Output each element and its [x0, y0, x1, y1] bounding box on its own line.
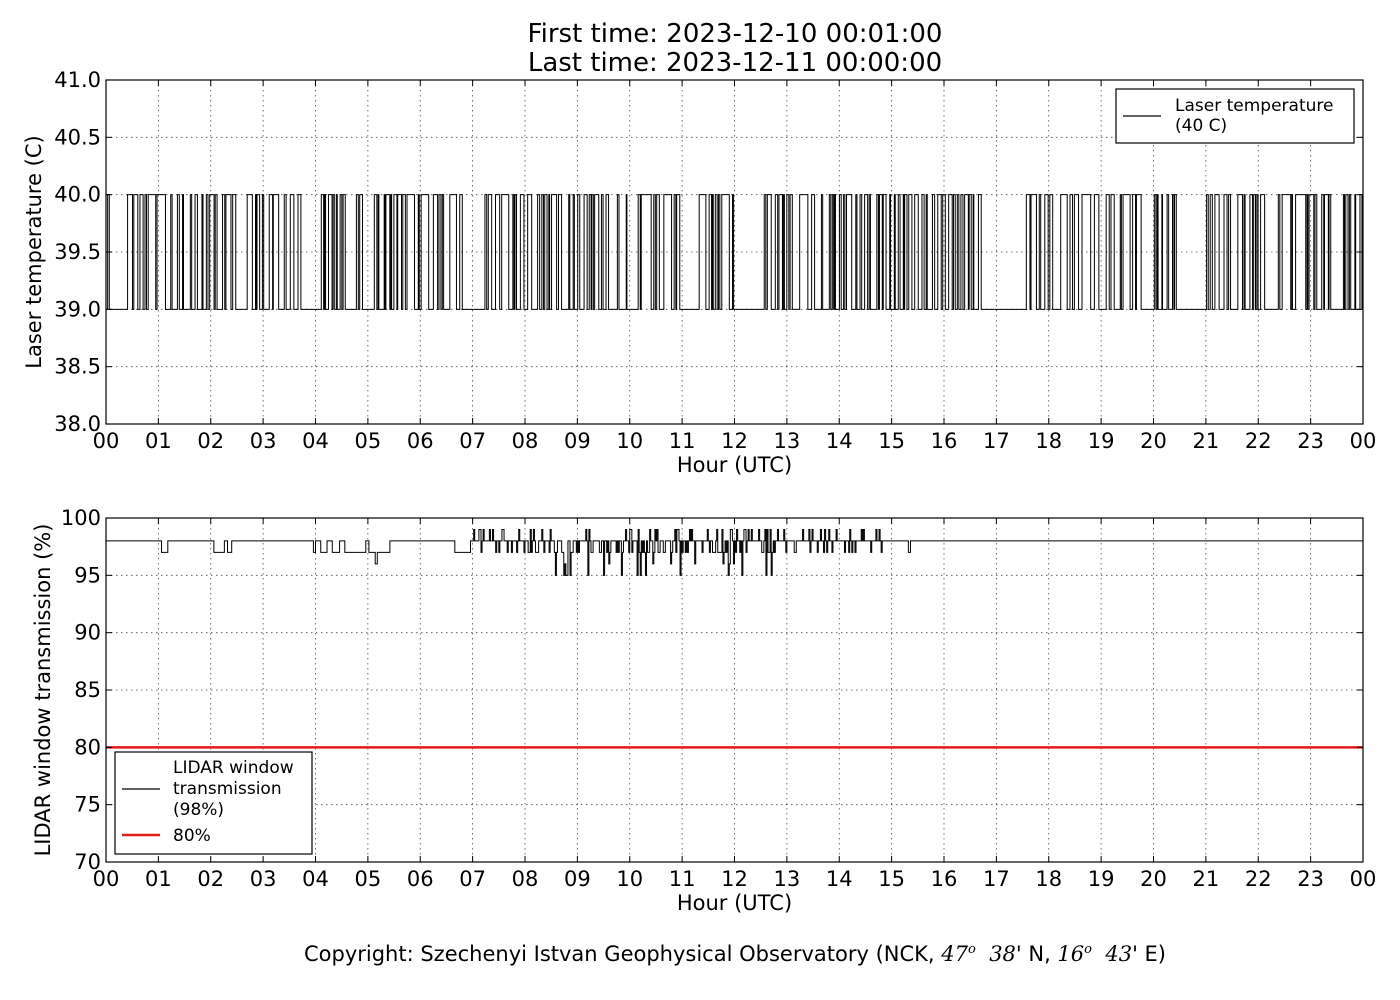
x-tick-label: 13 — [774, 867, 801, 891]
y-axis-label: LIDAR window transmission (%) — [31, 524, 55, 857]
latitude-degrees: 47 — [941, 942, 968, 966]
x-tick-label: 17 — [983, 429, 1010, 453]
x-tick-label: 21 — [1193, 429, 1220, 453]
x-tick-label: 00 — [93, 867, 120, 891]
x-tick-label: 10 — [616, 867, 643, 891]
y-tick-label: 39.0 — [54, 297, 101, 321]
legend-label-laser-temperature: (40 C) — [1175, 116, 1227, 136]
legend-label-lidar-transmission: transmission — [173, 779, 282, 799]
x-tick-label: 04 — [302, 429, 329, 453]
x-tick-label: 12 — [721, 429, 748, 453]
x-tick-label: 14 — [826, 429, 853, 453]
x-tick-label: 22 — [1245, 867, 1272, 891]
x-axis-label: Hour (UTC) — [677, 891, 792, 915]
x-tick-label: 22 — [1245, 429, 1272, 453]
plot-area — [106, 194, 1363, 310]
y-tick-label: 40.5 — [54, 125, 101, 149]
series-line-laser-temperature — [106, 194, 1363, 310]
x-tick-label: 09 — [564, 429, 591, 453]
chart-panel-1: 00 01 02 03 04 05 06 07 08 09 10 11 12 13 14 15 16 17 18 19… — [22, 68, 1376, 477]
y-tick-label: 70 — [74, 850, 101, 874]
y-tick-label: 41.0 — [54, 68, 101, 92]
x-tick-label: 08 — [512, 429, 539, 453]
plot-area — [106, 528, 1363, 749]
x-tick-label: 16 — [931, 429, 958, 453]
x-tick-label: 13 — [774, 429, 801, 453]
x-axis-label: Hour (UTC) — [677, 453, 792, 477]
x-tick-label: 20 — [1140, 429, 1167, 453]
x-tick-label: 11 — [669, 867, 696, 891]
x-tick-label: 12 — [721, 867, 748, 891]
y-tick-label: 38.5 — [54, 355, 101, 379]
chart-title-line2: Last time: 2023-12-11 00:00:00 — [527, 48, 943, 78]
y-tick-label: 38.0 — [54, 412, 101, 436]
legend-box — [114, 751, 313, 855]
x-tick-label: 00 — [1350, 867, 1377, 891]
x-tick-label: 18 — [1035, 867, 1062, 891]
y-tick-label: 90 — [74, 621, 101, 645]
x-tick-label: 17 — [983, 867, 1010, 891]
x-tick-label: 19 — [1088, 867, 1115, 891]
y-tick-label: 39.5 — [54, 240, 101, 264]
chart-panel-2: 00 01 02 03 04 05 06 07 08 09 10 11 12 13 14 15 16 17 18 19… — [31, 506, 1376, 915]
longitude-minutes: 43 — [1105, 942, 1133, 966]
x-tick-label: 16 — [931, 867, 958, 891]
y-tick-label: 95 — [74, 563, 101, 587]
x-tick-label: 07 — [459, 867, 486, 891]
y-tick-label: 40.0 — [54, 183, 101, 207]
longitude-degree-sign: o — [1084, 942, 1092, 957]
series-line-lidar-transmission — [106, 528, 1363, 576]
latitude-minutes: 38 — [989, 942, 1016, 966]
y-tick-label: 85 — [74, 678, 101, 702]
x-tick-label: 01 — [145, 867, 172, 891]
x-tick-label: 11 — [669, 429, 696, 453]
x-tick-label: 01 — [145, 429, 172, 453]
legend-label-laser-temperature: Laser temperature — [1175, 96, 1333, 116]
x-tick-label: 20 — [1140, 867, 1167, 891]
y-tick-label: 80 — [74, 735, 101, 759]
x-tick-label: 05 — [355, 867, 382, 891]
longitude-degrees: 16 — [1057, 942, 1085, 966]
x-tick-label: 05 — [355, 429, 382, 453]
copyright-footer: Copyright: Szechenyi Istvan Geophysical … — [0, 936, 1400, 968]
x-tick-label: 18 — [1035, 429, 1062, 453]
x-tick-label: 23 — [1297, 429, 1324, 453]
x-tick-label: 02 — [197, 867, 224, 891]
x-tick-label: 08 — [512, 867, 539, 891]
latitude-degree-sign: o — [968, 942, 976, 957]
y-axis-label: Laser temperature (C) — [22, 135, 46, 368]
copyright-prefix: Copyright: Szechenyi Istvan Geophysical … — [303, 942, 942, 966]
x-tick-label: 06 — [407, 867, 434, 891]
y-tick-label: 75 — [74, 793, 101, 817]
legend-label-80-percent: 80% — [173, 826, 211, 846]
x-tick-label: 07 — [459, 429, 486, 453]
x-tick-label: 14 — [826, 867, 853, 891]
legend-label-lidar-transmission: LIDAR window — [173, 758, 294, 778]
longitude-suffix: ' E) — [1132, 942, 1167, 966]
latitude-suffix: ' N, — [1015, 942, 1058, 966]
x-tick-label: 23 — [1297, 867, 1324, 891]
x-tick-label: 02 — [197, 429, 224, 453]
x-tick-label: 15 — [878, 867, 905, 891]
y-tick-label: 100 — [61, 506, 101, 530]
x-tick-label: 03 — [250, 867, 277, 891]
x-tick-label: 06 — [407, 429, 434, 453]
x-tick-label: 00 — [93, 429, 120, 453]
x-tick-label: 21 — [1193, 867, 1220, 891]
chart-title-line1: First time: 2023-12-10 00:01:00 — [527, 19, 943, 49]
x-tick-label: 19 — [1088, 429, 1115, 453]
x-tick-label: 15 — [878, 429, 905, 453]
x-tick-label: 10 — [616, 429, 643, 453]
x-tick-label: 09 — [564, 867, 591, 891]
x-tick-label: 03 — [250, 429, 277, 453]
x-tick-label: 04 — [302, 867, 329, 891]
x-tick-label: 00 — [1350, 429, 1377, 453]
legend-label-lidar-transmission: (98%) — [173, 800, 224, 820]
